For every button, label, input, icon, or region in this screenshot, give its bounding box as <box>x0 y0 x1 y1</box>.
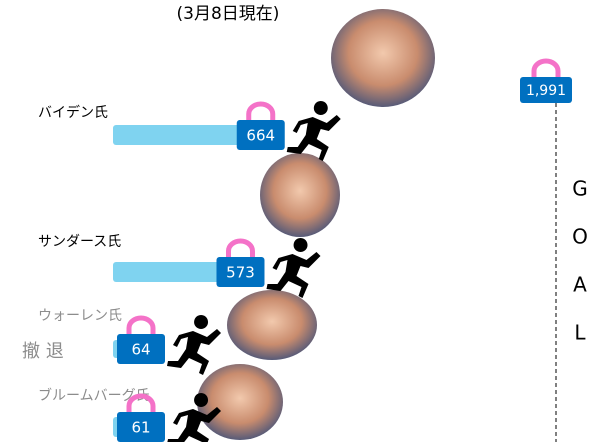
handle <box>126 315 156 334</box>
withdrawn-label: 撤 退 <box>22 341 64 362</box>
runner-icon <box>167 315 221 375</box>
goal-letter: G <box>572 177 588 201</box>
value-box <box>236 120 285 150</box>
handle <box>126 393 156 412</box>
handle <box>531 58 561 77</box>
bar <box>113 262 241 282</box>
goal-letter: O <box>572 225 588 249</box>
category-label: ウォーレン氏 <box>38 308 122 324</box>
runner-icon <box>167 393 221 442</box>
handle <box>225 238 255 257</box>
bar <box>113 125 261 145</box>
portrait <box>260 153 340 237</box>
value-box <box>117 334 165 364</box>
value-label: 573 <box>226 264 255 282</box>
category-label: バイデン氏 <box>38 104 108 121</box>
runner-icon <box>286 101 341 161</box>
value-box <box>117 412 165 442</box>
goal-letter: L <box>574 321 586 345</box>
subtitle: (3月8日現在) <box>177 4 280 24</box>
goal-label: 1,991 <box>526 83 566 99</box>
value-label: 64 <box>131 341 150 359</box>
portrait <box>331 9 435 107</box>
goal-letter: A <box>573 273 587 297</box>
handle <box>246 101 276 120</box>
value-box <box>216 257 265 287</box>
goal-box <box>520 77 572 103</box>
portrait <box>227 290 317 360</box>
value-label: 61 <box>131 419 150 437</box>
category-label: ブルームバーグ氏 <box>38 387 150 404</box>
runner-icon <box>266 238 321 298</box>
value-label: 664 <box>246 127 275 145</box>
category-label: サンダース氏 <box>38 234 121 250</box>
portrait <box>197 364 283 440</box>
